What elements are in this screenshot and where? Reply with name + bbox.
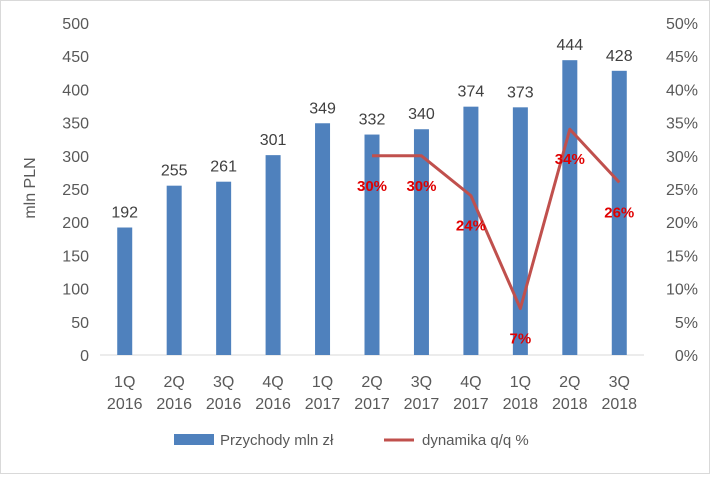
bar [364, 134, 380, 355]
legend-line-label: dynamika q/q % [422, 432, 529, 449]
y-tick-label: 0 [80, 348, 89, 365]
y-tick-label: 200 [62, 215, 89, 232]
line-series [372, 127, 621, 311]
y-tick-label: 500 [62, 16, 89, 33]
bar-data-label: 340 [408, 106, 435, 123]
line-data-label: 34% [555, 151, 585, 168]
x-tick-label: 1Q 2018 [503, 374, 539, 413]
bar-data-label: 373 [507, 84, 534, 101]
x-tick-label: 2Q 2018 [552, 374, 588, 413]
y-tick-label: 350 [62, 116, 89, 133]
x-axis-ticks: 1Q 2016 2Q 2016 3Q 2016 4Q 2016 1Q 2017 2Q 2017 3Q 20… [107, 374, 637, 413]
y-tick-label: 100 [62, 282, 89, 299]
bar-data-label: 428 [606, 48, 633, 65]
y-tick-label: 300 [62, 149, 89, 166]
y2-tick-label: 15% [666, 248, 698, 265]
bar-data-label: 444 [556, 37, 583, 54]
y2-tick-label: 5% [675, 315, 698, 332]
line-data-label: 24% [456, 218, 486, 235]
bar-data-label: 349 [309, 100, 336, 117]
legend-bar-swatch [174, 434, 214, 445]
bar [315, 123, 331, 355]
y2-tick-label: 10% [666, 282, 698, 299]
y-tick-label: 150 [62, 248, 89, 265]
bar [216, 181, 232, 355]
y-axis-ticks: 0 50 100 150 200 250 300 350 400 450 500 [62, 16, 89, 365]
line-data-labels: 30% 30% 24% 7% 34% 26% [357, 151, 634, 347]
bar [611, 70, 627, 356]
y2-tick-label: 20% [666, 215, 698, 232]
y-tick-label: 450 [62, 49, 89, 66]
line-data-label: 7% [510, 331, 532, 348]
y2-tick-label: 25% [666, 182, 698, 199]
bar-data-label: 301 [260, 132, 287, 149]
x-tick-label: 3Q 2017 [404, 374, 440, 413]
y2-tick-label: 35% [666, 116, 698, 133]
bar-data-label: 192 [111, 205, 138, 222]
bar [117, 227, 133, 355]
y2-tick-label: 0% [675, 348, 698, 365]
y-tick-label: 250 [62, 182, 89, 199]
y2-axis-ticks: 0% 5% 10% 15% 20% 25% 30% 35% 40% 45% 50% [666, 16, 698, 365]
legend-bar-label: Przychody mln zł [220, 432, 334, 449]
line-data-label: 30% [406, 178, 436, 195]
x-tick-label: 2Q 2016 [156, 374, 192, 413]
x-tick-label: 2Q 2017 [354, 374, 390, 413]
x-tick-label: 3Q 2018 [601, 374, 637, 413]
x-tick-label: 1Q 2017 [305, 374, 341, 413]
legend: Przychody mln zł dynamika q/q % [174, 432, 529, 449]
y2-tick-label: 30% [666, 149, 698, 166]
y-tick-label: 50 [71, 315, 89, 332]
series-line [372, 127, 621, 311]
line-data-label: 26% [604, 204, 634, 221]
bar [463, 106, 479, 355]
y2-tick-label: 40% [666, 82, 698, 99]
bar [265, 155, 281, 355]
y-tick-label: 400 [62, 82, 89, 99]
bar-data-label: 261 [210, 159, 237, 176]
x-tick-label: 4Q 2016 [255, 374, 291, 413]
bar-data-label: 255 [161, 163, 188, 180]
x-tick-label: 3Q 2016 [206, 374, 242, 413]
y-axis-title: mln PLN [22, 157, 39, 218]
bar [413, 129, 429, 355]
x-tick-label: 4Q 2017 [453, 374, 489, 413]
bar [562, 60, 578, 356]
bar-data-label: 374 [458, 84, 485, 101]
bar-data-label: 332 [359, 112, 386, 129]
bar [512, 107, 528, 355]
y2-tick-label: 50% [666, 16, 698, 33]
x-tick-label: 1Q 2016 [107, 374, 143, 413]
bar-data-labels: 192 255 261 301 349 332 340 374 373 444 428 [111, 37, 632, 221]
line-data-label: 30% [357, 178, 387, 195]
y2-tick-label: 45% [666, 49, 698, 66]
bar [166, 185, 182, 355]
bar-series [117, 60, 627, 356]
